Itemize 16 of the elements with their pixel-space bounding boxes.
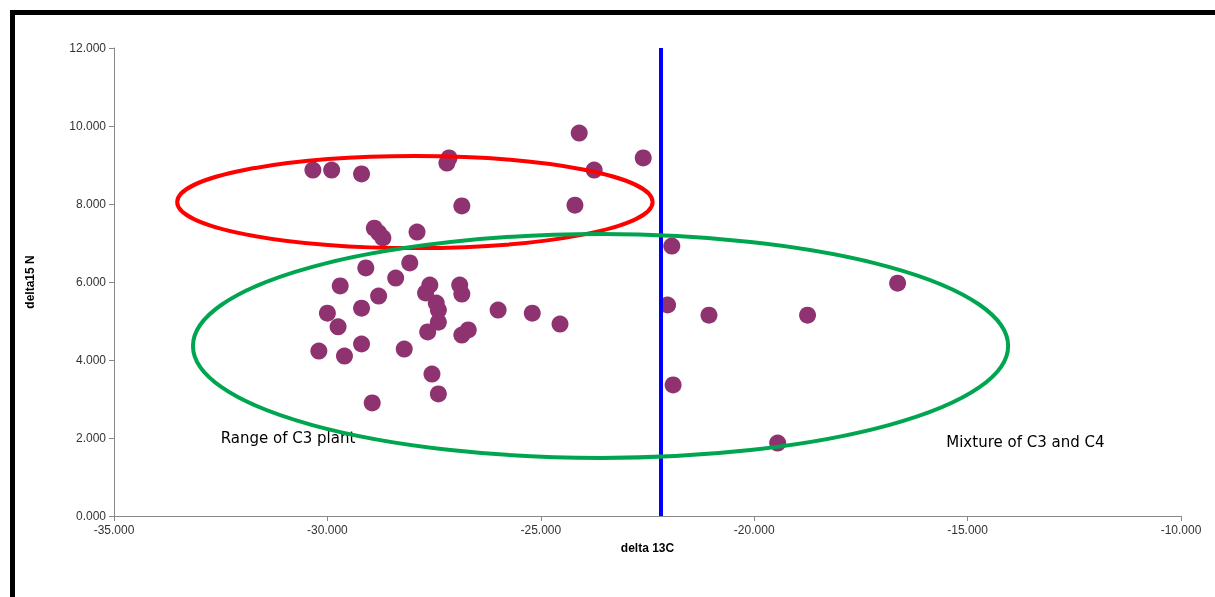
y-tick-label: 8.000 xyxy=(75,197,107,211)
y-tick-label: 6.000 xyxy=(75,275,107,289)
x-tick-label: -20.000 xyxy=(733,523,775,537)
x-tick-label: -10.000 xyxy=(1160,523,1202,537)
y-tick-label: 2.000 xyxy=(75,431,107,445)
x-tick-label: -25.000 xyxy=(520,523,562,537)
y-tick-label: 10.000 xyxy=(69,119,107,133)
annotation: Mixture of C3 and C4 xyxy=(946,432,1105,451)
x-tick-label: -35.000 xyxy=(93,523,135,537)
x-tick-label: -30.000 xyxy=(307,523,349,537)
y-axis-title: delta15 N xyxy=(23,255,37,309)
x-tick-label: -15.000 xyxy=(947,523,989,537)
y-tick-label: 4.000 xyxy=(75,353,107,367)
x-axis-title: delta 13C xyxy=(620,541,675,555)
y-tick-label: 12.000 xyxy=(69,41,107,55)
y-tick-label: 0.000 xyxy=(75,509,107,523)
